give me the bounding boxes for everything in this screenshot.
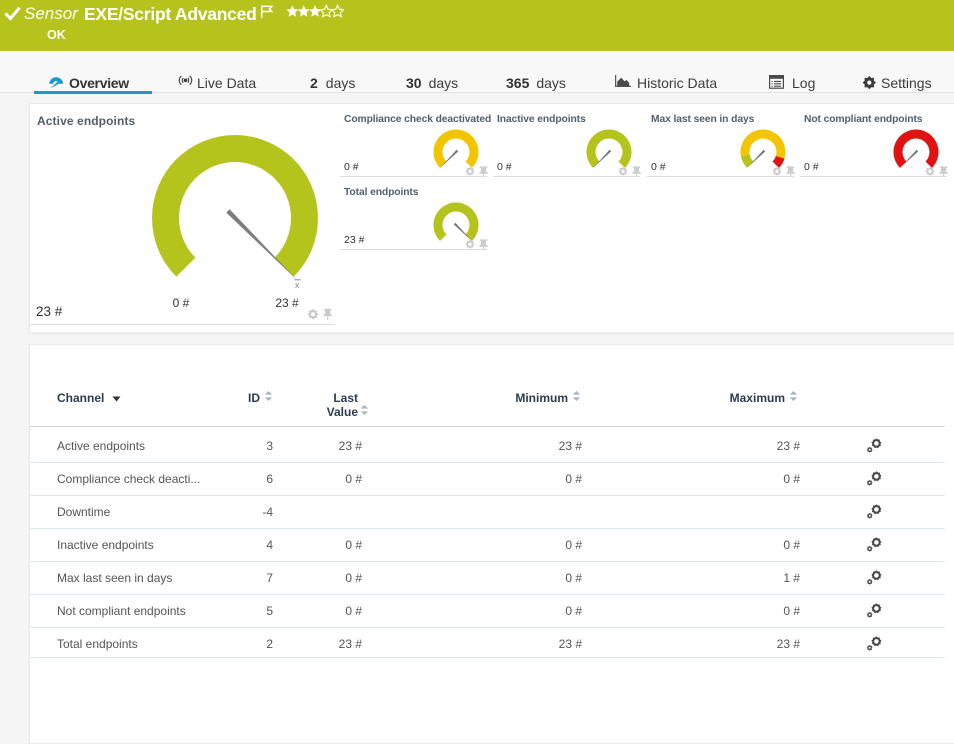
- svg-text:x: x: [295, 280, 300, 290]
